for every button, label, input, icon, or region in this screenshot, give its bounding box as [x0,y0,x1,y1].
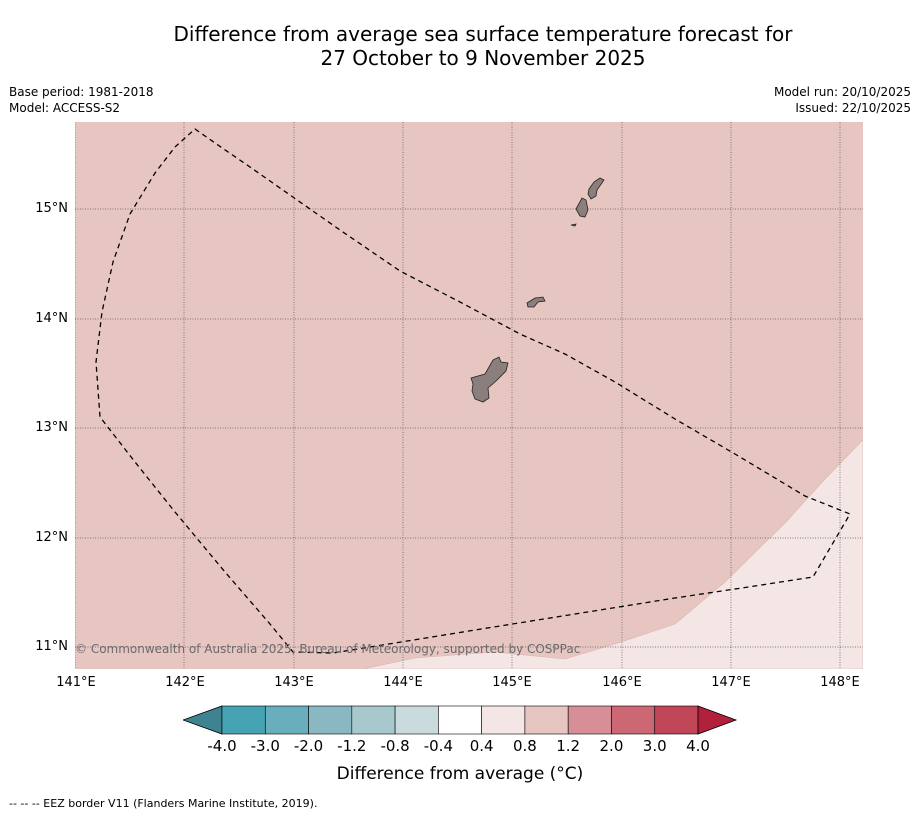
colorbar-cell [351,705,396,735]
colorbar-cell [567,705,612,735]
colorbar-tick-label: -3.0 [250,737,280,755]
islands [470,177,605,403]
lon-tick-146e: 146°E [602,675,642,690]
lon-tick-144e: 144°E [383,675,423,690]
lat-tick-11n: 11°N [35,639,68,654]
sst-map[interactable]: © Commonwealth of Australia 2025, Bureau… [75,122,863,669]
title-line-2: 27 October to 9 November 2025 [320,46,646,70]
lat-tick-15n: 15°N [35,201,68,216]
lon-tick-143e: 143°E [274,675,314,690]
colorbar-tick-label: -4.0 [207,737,237,755]
colorbar-cell [438,705,482,735]
colorbar-tick-label: 4.0 [686,737,710,755]
island-aguijan [570,223,577,227]
map-title: Difference from average sea surface temp… [60,22,906,70]
colorbar-title: Difference from average (°C) [336,764,584,784]
colorbar-tick-label: -0.4 [423,737,453,755]
copyright-text: © Commonwealth of Australia 2025, Bureau… [75,642,580,656]
colorbar [183,705,738,735]
colorbar-tick-label: 1.2 [556,737,581,755]
colorbar-tick-label: 0.8 [512,737,537,755]
colorbar-tick-label: 0.4 [469,737,494,755]
anomaly-region-0-4 [362,439,863,669]
island-guam [470,356,509,403]
colorbar-cell [654,705,699,735]
island-rota [526,296,546,308]
island-tinian [575,197,589,218]
eez-border [95,128,851,654]
colorbar-cell [524,705,569,735]
colorbar-cell [394,705,439,735]
lon-tick-141e: 141°E [56,675,96,690]
meta-right: Model run: 20/10/2025 Issued: 22/10/2025 [774,84,911,116]
meta-left: Base period: 1981-2018 Model: ACCESS-S2 [9,84,154,116]
eez-legend-text: -- -- -- EEZ border V11 (Flanders Marine… [9,797,318,810]
colorbar-cell [611,705,656,735]
colorbar-cell [221,705,266,735]
lat-tick-14n: 14°N [35,311,68,326]
model-run-text: Model run: 20/10/2025 [773,85,911,99]
colorbar-cell [481,705,526,735]
colorbar-cells [221,705,699,735]
model-text: Model: ACCESS-S2 [9,101,121,115]
colorbar-tick-label: 3.0 [642,737,667,755]
lon-tick-142e: 142°E [165,675,205,690]
lon-tick-148e: 148°E [820,675,860,690]
graticule [75,122,863,669]
colorbar-tick-label: -2.0 [293,737,324,755]
lat-tick-12n: 12°N [35,530,68,545]
issued-text: Issued: 22/10/2025 [795,101,911,115]
colorbar-cell [308,705,353,735]
colorbar-over-arrow [697,705,738,735]
colorbar-tick-label: -1.2 [337,737,367,755]
colorbar-tick-label: 2.0 [599,737,624,755]
colorbar-cell [264,705,309,735]
colorbar-tick-label: -0.8 [380,737,410,755]
title-line-1: Difference from average sea surface temp… [173,22,793,46]
lon-tick-147e: 147°E [711,675,751,690]
island-saipan [587,177,605,200]
lon-tick-145e: 145°E [492,675,532,690]
colorbar-under-arrow [183,705,223,735]
base-period-text: Base period: 1981-2018 [9,85,154,99]
lat-tick-13n: 13°N [35,420,68,435]
